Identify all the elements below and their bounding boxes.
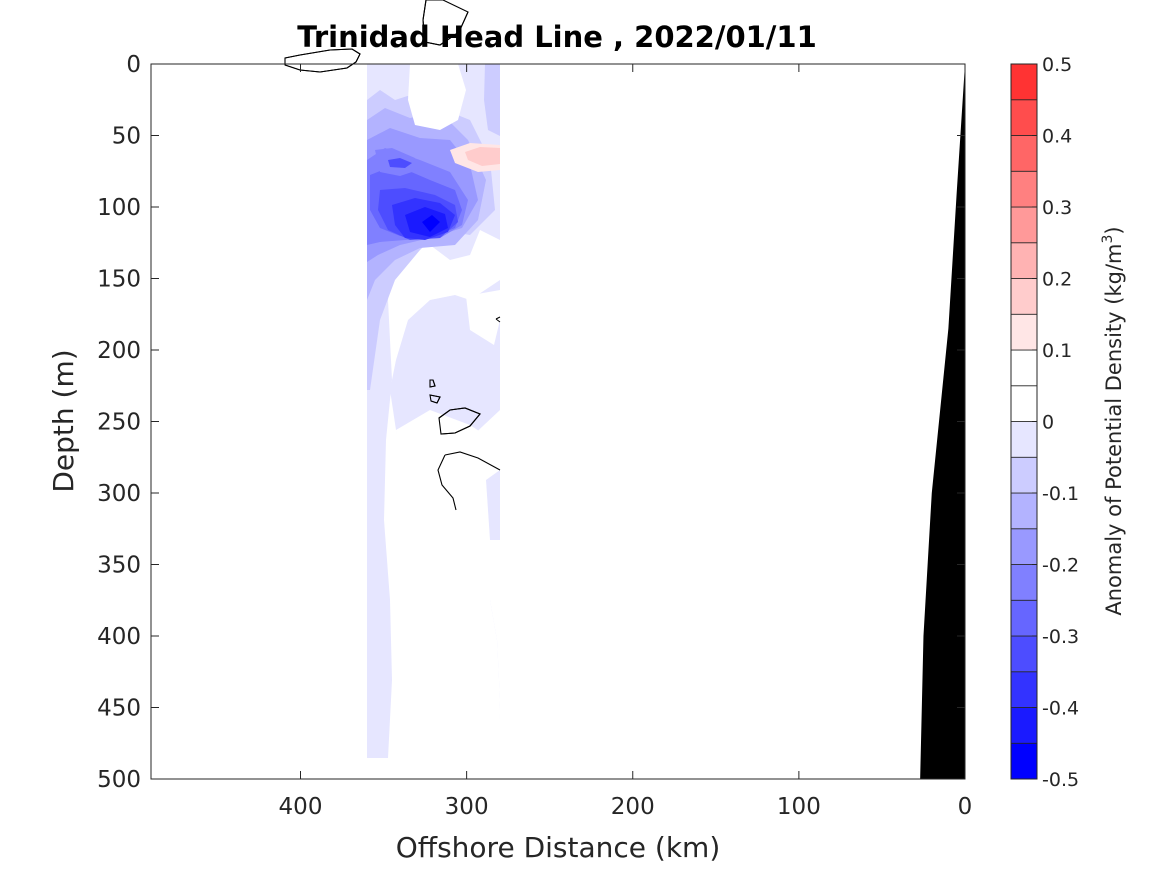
colorbar-tick-label: 0.5 xyxy=(1042,54,1072,76)
near-zero-mid xyxy=(466,290,500,345)
x-tick-label: 100 xyxy=(777,794,821,820)
colorbar-segment xyxy=(1010,528,1038,565)
colorbar-label: Anomaly of Potential Density (kg/m3) xyxy=(1100,226,1126,615)
colorbar-segment xyxy=(1010,492,1038,530)
y-tick-label: 300 xyxy=(97,481,141,507)
colorbar-tick-label: -0.1 xyxy=(1042,483,1079,505)
y-tick-label: 350 xyxy=(97,553,141,579)
y-tick-label: 150 xyxy=(97,267,141,293)
zero-contour-line xyxy=(444,451,501,471)
zero-contour-loop xyxy=(422,0,469,46)
colorbar-segment xyxy=(1010,671,1038,708)
colorbar-segment xyxy=(1010,349,1038,387)
colorbar-segment xyxy=(1010,313,1038,351)
y-tick-label: 500 xyxy=(97,767,141,793)
colorbar-tick-label: 0.4 xyxy=(1042,126,1072,148)
zero-contour-loop xyxy=(429,379,436,388)
y-tick-label: 0 xyxy=(126,52,141,78)
x-tick-label: 0 xyxy=(958,794,973,820)
colorbar-label-close: ) xyxy=(1102,226,1126,234)
colorbar-tick-label: 0.1 xyxy=(1042,340,1072,362)
colorbar-segment xyxy=(1010,742,1038,780)
plot-background xyxy=(151,64,965,779)
anomaly-band-top-right xyxy=(484,64,500,136)
zero-contour-tick xyxy=(495,316,501,323)
y-axis: 0 50 100 150 200 250 300 350 400 450 500 xyxy=(97,52,965,793)
colorbar-segment xyxy=(1010,278,1038,315)
colorbar-segment xyxy=(1010,564,1038,601)
colorbar-label-main: Anomaly of Potential Density (kg/m xyxy=(1102,244,1126,616)
y-axis-label: Depth (m) xyxy=(47,349,80,492)
colorbar-tick-label: -0.3 xyxy=(1042,626,1079,648)
zero-contour-loop xyxy=(438,407,481,435)
near-zero-top xyxy=(408,64,466,130)
y-tick-label: 200 xyxy=(97,338,141,364)
y-tick-label: 400 xyxy=(97,624,141,650)
x-axis-label: Offshore Distance (km) xyxy=(396,831,721,864)
colorbar-segment xyxy=(1010,385,1038,422)
zero-contour-line xyxy=(437,454,457,511)
anomaly-core-center xyxy=(422,215,440,232)
x-tick-label: 300 xyxy=(445,794,489,820)
x-tick-label: 200 xyxy=(611,794,655,820)
zero-contours xyxy=(284,0,501,511)
colorbar-segment xyxy=(1010,99,1038,136)
x-tick-label: 400 xyxy=(279,794,323,820)
colorbar-tick-label: -0.5 xyxy=(1042,769,1079,791)
colorbar-segment xyxy=(1010,635,1038,673)
plot-area: 400 300 200 100 0 0 50 100 150 200 250 300 350 400 45… xyxy=(97,0,972,820)
colorbar-segment xyxy=(1010,242,1038,279)
colorbar: 0.5 0.4 0.3 0.2 0.1 0 -0.1 -0.2 -0.3 -0.4 -0.5 xyxy=(1010,54,1079,791)
colorbar-tick-label: -0.4 xyxy=(1042,698,1079,720)
colorbar-tick-label: -0.2 xyxy=(1042,555,1079,577)
colorbar-segment xyxy=(1010,170,1038,208)
positive-anomaly-core xyxy=(465,147,500,166)
colorbar-segment xyxy=(1010,421,1038,458)
colorbar-segment xyxy=(1010,456,1038,494)
x-axis: 400 300 200 100 0 xyxy=(279,64,973,820)
y-tick-label: 50 xyxy=(112,124,141,150)
colorbar-segment xyxy=(1010,599,1038,637)
colorbar-segment xyxy=(1010,707,1038,744)
anomaly-strip-right-edge xyxy=(486,470,500,540)
density-anomaly-field xyxy=(367,64,500,778)
colorbar-segment xyxy=(1010,135,1038,172)
seafloor-bathymetry xyxy=(920,64,965,779)
chart-title: Trinidad Head Line , 2022/01/11 xyxy=(297,20,817,54)
y-tick-label: 100 xyxy=(97,195,141,221)
colorbar-segment xyxy=(1010,206,1038,244)
y-tick-label: 450 xyxy=(97,696,141,722)
colorbar-label-superscript: 3 xyxy=(1100,235,1116,244)
anomaly-upper-core xyxy=(388,158,412,168)
colorbar-tick-label: 0.2 xyxy=(1042,269,1072,291)
zero-contour-loop xyxy=(284,48,361,73)
near-zero-deep xyxy=(396,410,500,778)
colorbar-tick-label: 0 xyxy=(1042,412,1054,434)
colorbar-tick-label: 0.3 xyxy=(1042,197,1072,219)
colorbar-segment xyxy=(1010,63,1038,101)
zero-contour-loop xyxy=(429,394,441,404)
y-tick-label: 250 xyxy=(97,410,141,436)
